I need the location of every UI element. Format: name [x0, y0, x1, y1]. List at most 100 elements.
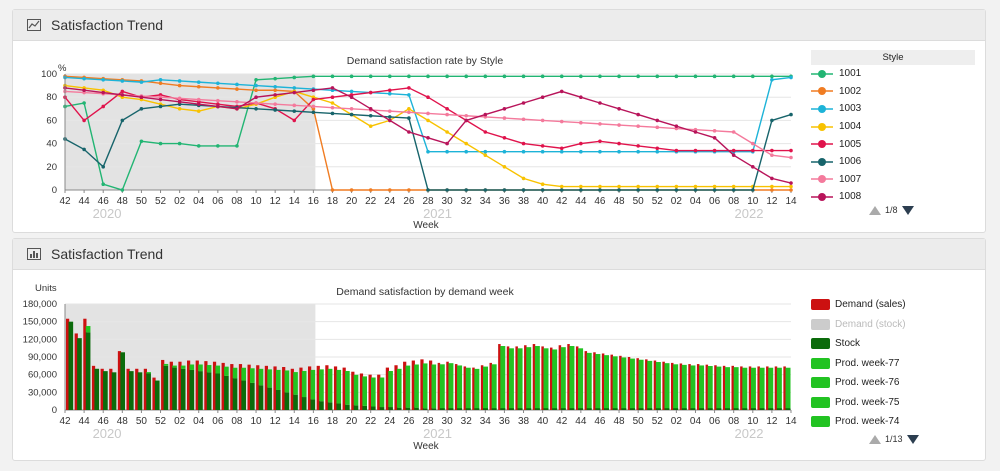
bar-demand-sales	[550, 347, 553, 410]
legend-swatch-icon	[811, 377, 830, 389]
x-tick-label: 32	[461, 196, 473, 207]
bar-stock	[85, 332, 91, 410]
x-tick-label: 08	[728, 416, 740, 427]
bar-prod	[362, 376, 367, 406]
legend-marker-icon	[811, 192, 833, 202]
bar-demand-sales	[359, 373, 364, 410]
data-point	[120, 118, 125, 123]
bar-prod	[776, 367, 782, 410]
bar-demand-sales	[567, 344, 570, 410]
data-point	[82, 118, 86, 123]
bar-prod	[647, 360, 653, 410]
y-tick-label: 0	[52, 405, 57, 416]
bar-prod	[336, 369, 342, 404]
x-tick-label: 16	[308, 416, 320, 427]
data-point	[311, 88, 316, 93]
legend-item-1002[interactable]: 1002	[811, 83, 975, 101]
data-point	[387, 74, 392, 79]
data-point	[674, 184, 679, 189]
data-point	[368, 113, 373, 118]
bar-demand-sales	[714, 365, 717, 410]
bar-stock	[327, 402, 333, 410]
legend-item[interactable]: Demand (stock)	[811, 315, 981, 335]
data-point	[579, 120, 583, 125]
x-tick-label: 40	[537, 196, 549, 207]
x-tick-label: 42	[59, 196, 71, 207]
legend-item[interactable]: Demand (sales)	[811, 295, 981, 315]
bar-stock	[345, 404, 350, 410]
bar-demand-sales	[91, 365, 96, 410]
bar-stock	[215, 373, 221, 410]
x-tick-label: 44	[79, 416, 91, 427]
bar-demand-sales	[411, 360, 415, 410]
bar-demand-sales	[696, 364, 700, 410]
x-tick-label: 14	[289, 196, 301, 207]
legend-item-1004[interactable]: 1004	[811, 118, 975, 136]
legend-item-1005[interactable]: 1005	[811, 135, 975, 153]
legend-item-1006[interactable]: 1006	[811, 153, 975, 171]
bar-stock	[180, 368, 186, 410]
bar-prod	[586, 352, 592, 410]
data-point	[579, 95, 583, 99]
legend-item-1003[interactable]: 1003	[811, 100, 975, 118]
legend-item[interactable]: Prod. week-75	[811, 393, 981, 413]
legend-swatch-icon	[811, 318, 830, 330]
bar-prod	[612, 356, 618, 410]
bar-stock	[560, 408, 566, 410]
legend-item[interactable]: Prod. week-74	[811, 412, 981, 432]
data-point	[579, 149, 583, 154]
legend-label: Prod. week-75	[835, 396, 900, 408]
legend-label: Prod. week-77	[835, 357, 900, 369]
data-point	[82, 76, 86, 81]
data-point	[559, 119, 564, 124]
x-tick-label: 06	[212, 196, 224, 207]
data-point	[731, 130, 736, 134]
bar-demand-sales	[212, 361, 217, 410]
data-point	[655, 118, 660, 123]
bar-prod	[604, 355, 609, 410]
page-up-icon[interactable]	[869, 205, 881, 215]
data-point	[598, 101, 602, 105]
data-point	[235, 87, 239, 91]
bar-demand-sales	[774, 366, 778, 410]
legend-item[interactable]: Prod. week-76	[811, 373, 981, 393]
data-point	[521, 188, 526, 192]
x-tick-label: 36	[499, 416, 511, 427]
legend-item[interactable]: Prod. week-77	[811, 354, 981, 374]
year-label: 2022	[735, 426, 764, 441]
bar-stock	[362, 405, 367, 410]
legend-label: 1007	[839, 173, 862, 185]
data-point	[598, 149, 602, 154]
data-point	[254, 83, 258, 88]
bar-prod	[422, 363, 428, 409]
x-tick-label: 12	[270, 416, 282, 427]
bar-demand-sales	[230, 364, 234, 410]
legend-header: Style	[811, 50, 975, 65]
bar-prod	[578, 348, 584, 410]
bar-stock	[500, 408, 506, 410]
data-point	[674, 188, 679, 192]
page-up-icon[interactable]	[869, 434, 881, 444]
bar-demand-sales	[757, 366, 760, 410]
data-point	[483, 130, 488, 134]
page-down-icon[interactable]	[901, 205, 914, 215]
x-tick-label: 08	[728, 196, 740, 207]
legend-item-1007[interactable]: 1007	[811, 171, 975, 189]
x-tick-label: 40	[537, 416, 549, 427]
bar-demand-sales	[671, 362, 674, 410]
data-point	[598, 122, 602, 126]
page-down-icon[interactable]	[906, 434, 919, 444]
bar-demand-sales	[524, 345, 527, 410]
legend-item-1008[interactable]: 1008	[811, 188, 975, 205]
bar-prod	[595, 354, 601, 410]
data-point	[464, 188, 469, 192]
legend-item-1001[interactable]: 1001	[811, 65, 975, 83]
data-point	[521, 117, 526, 122]
bar-chart: Demand satisfaction by demand week Units 0…	[23, 283, 797, 452]
data-point	[617, 141, 621, 146]
data-point	[770, 78, 774, 82]
x-tick-label: 04	[193, 196, 205, 207]
bar-stock	[673, 408, 679, 410]
legend-item[interactable]: Stock	[811, 334, 981, 354]
bar-stock	[172, 367, 177, 410]
